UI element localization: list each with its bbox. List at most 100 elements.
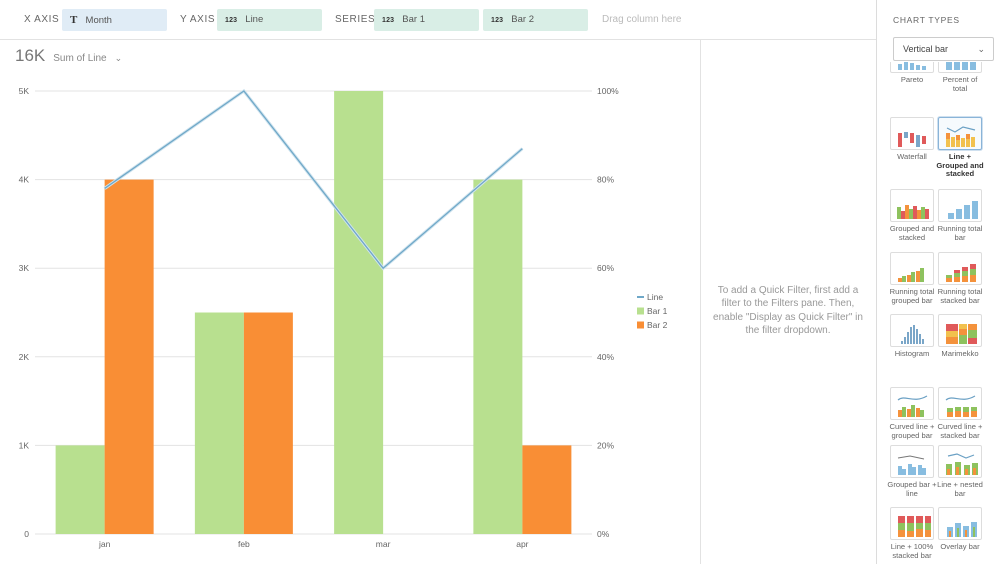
chart-type-tile[interactable]: Histogram [887,314,937,359]
chart-type-tile[interactable]: Grouped bar + line [887,445,937,498]
chart-type-tile[interactable]: Running total grouped bar [887,252,937,305]
series-field-pill-bar1[interactable]: 123 Bar 1 [374,9,479,31]
y-tick-label: 1K [19,440,30,450]
line-series [104,90,523,270]
curved-line-grouped-icon[interactable] [890,387,934,420]
chart-header: 16K Sum of Line ⌄ [15,46,122,66]
numeric-type-icon: 123 [491,17,504,24]
series-label: SERIES [335,14,376,25]
chart-type-tile[interactable]: Grouped and stacked [887,189,937,242]
chart-type-tile[interactable]: Line + Grouped and stacked [935,117,985,179]
chart-type-label: Grouped bar + line [887,480,937,498]
running-total-grouped-icon-graphic [898,268,924,282]
running-total-stacked-icon[interactable] [938,252,982,285]
line-grouped-stacked-icon[interactable] [938,117,982,150]
quick-filter-message: To add a Quick Filter, first add a filte… [713,285,863,336]
y-tick-label: 3K [19,263,30,273]
pareto-icon-graphic [898,62,926,70]
overlay-bar-icon-graphic [947,522,977,537]
line-grouped-stacked-icon-graphic [946,126,976,147]
x-tick-label: apr [516,539,528,549]
histogram-icon[interactable] [890,314,934,347]
x-tick-label: jan [98,539,111,549]
running-total-bar-icon[interactable] [938,189,982,222]
line-nested-bar-icon[interactable] [938,445,982,478]
line-100-stacked-icon[interactable] [890,507,934,540]
running-total-bar-icon-graphic [948,201,978,219]
chart-type-select[interactable]: Vertical bar ⌄ [893,37,994,61]
chart-type-tile[interactable]: Running total bar [935,189,985,242]
grouped-stacked-icon[interactable] [890,189,934,222]
chart-type-label: Running total bar [937,224,983,242]
bar-bar-2 [522,445,572,534]
x-axis-field-pill[interactable]: T Month [62,9,167,31]
marimekko-icon-graphic [946,324,977,344]
panel-title: CHART TYPES [893,15,960,25]
percent-of-total-icon[interactable] [938,62,982,73]
bar-bar-2 [104,179,154,534]
pareto-icon[interactable] [890,62,934,73]
x-tick-label: feb [238,539,250,549]
line-nested-bar-icon-graphic [946,453,978,475]
x-tick-label: mar [376,539,391,549]
series-field-pill-bar2[interactable]: 123 Bar 2 [483,9,588,31]
chart-type-tile[interactable]: Curved line + stacked bar [935,387,985,440]
divider [700,40,701,564]
text-type-icon: T [70,14,78,26]
chart-type-tile[interactable]: Overlay bar [935,507,985,552]
y2-tick-label: 40% [597,352,614,362]
legend-swatch [637,296,644,298]
legend-label: Bar 2 [647,320,668,330]
chart-type-tile[interactable]: Marimekko [935,314,985,359]
y-tick-label: 5K [19,86,30,96]
marimekko-icon[interactable] [938,314,982,347]
chart-type-label: Curved line + grouped bar [889,422,935,440]
grouped-bar-line-icon[interactable] [890,445,934,478]
chart-type-label: Waterfall [897,152,927,161]
y2-tick-label: 100% [597,86,619,96]
chart-type-grid: Pareto Percent of total Waterfall Line + Gr… [877,62,999,564]
chart-type-label: Percent of total [942,75,978,93]
chart-type-tile[interactable]: Running total stacked bar [935,252,985,305]
summary-value: 16K [15,46,46,65]
curved-line-stacked-icon-graphic [945,395,977,417]
chart-type-label: Overlay bar [940,542,980,551]
running-total-grouped-icon[interactable] [890,252,934,285]
line-100-stacked-icon-graphic [898,516,931,537]
y2-tick-label: 20% [597,440,614,450]
curved-line-stacked-icon[interactable] [938,387,982,420]
bar-bar-1 [194,312,244,534]
legend-label: Bar 1 [647,306,668,316]
numeric-type-icon: 123 [225,17,238,24]
y-axis-label: Y AXIS [180,14,216,25]
grouped-bar-line-icon-graphic [897,455,926,475]
running-total-stacked-icon-graphic [946,264,976,282]
chart-type-tile[interactable]: Line + nested bar [935,445,985,498]
histogram-icon-graphic [901,325,924,344]
field-shelf: X AXIS T Month Y AXIS 123 Line SERIES 123 B… [0,0,876,40]
chart-type-tile[interactable]: Waterfall [887,117,937,162]
waterfall-icon[interactable] [890,117,934,150]
legend-label: Line [647,292,663,302]
chart-type-select-value: Vertical bar [903,44,949,54]
y-tick-label: 2K [19,352,30,362]
chevron-down-icon[interactable]: ⌄ [114,53,123,63]
aggregation-dropdown[interactable]: Sum of Line [53,53,107,64]
chart-type-label: Line + nested bar [937,480,983,498]
combo-chart: 0 0% 1K 20% 2K 40% 3K 60% 4K 80% 5K 100% jan feb mar ap… [19,86,668,549]
bar-bar-1 [473,179,523,534]
chart-type-label: Marimekko [941,349,979,358]
y-tick-label: 4K [19,175,30,185]
chart-type-tile[interactable]: Line + 100% stacked bar [887,507,937,560]
drag-column-drop-zone[interactable]: Drag column here [602,14,682,25]
x-axis-label: X AXIS [24,14,60,25]
y-axis-field-pill[interactable]: 123 Line [217,9,322,31]
chart-type-tile[interactable]: Curved line + grouped bar [887,387,937,440]
chart-type-tile[interactable]: Pareto [887,62,937,85]
chart-type-label: Grouped and stacked [889,224,935,242]
chart-type-label: Pareto [900,75,924,84]
chart-type-tile[interactable]: Percent of total [935,62,985,93]
overlay-bar-icon[interactable] [938,507,982,540]
series-field-name: Bar 2 [511,14,534,25]
chart-type-label: Line + Grouped and stacked [936,152,984,179]
